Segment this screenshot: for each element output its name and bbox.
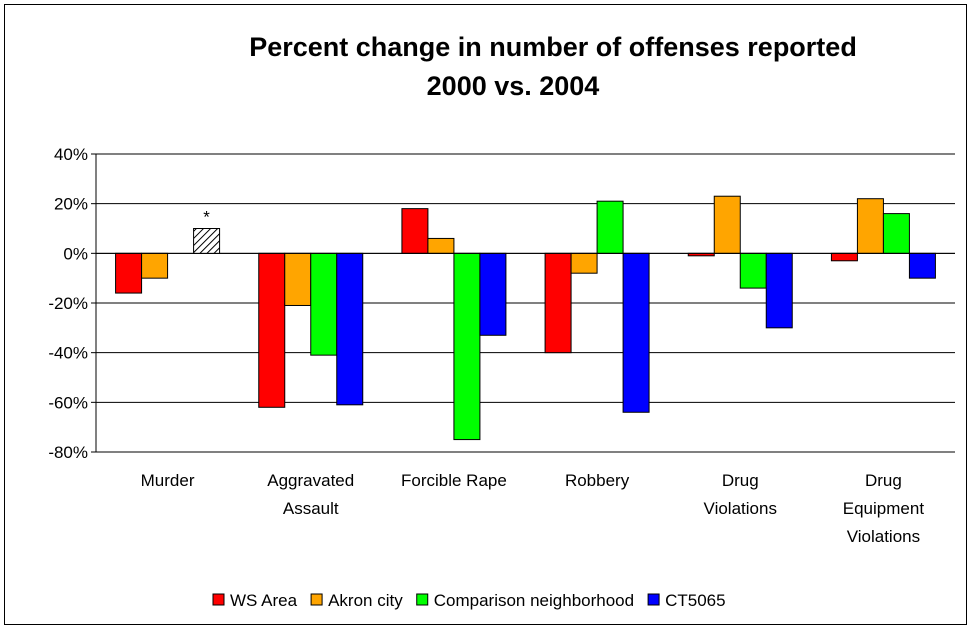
bar-ct5065-1 [336,252,364,406]
y-axis: 40% 20% 0% -20% -40% -60% -80% [48,145,97,462]
chart-title-line-1: Percent change in number of offenses rep… [249,32,857,62]
legend-swatch [310,593,323,606]
legend-label: WS Area [230,591,298,610]
bar-akron-city-3 [570,252,598,274]
category-label: Drug [865,471,902,490]
legend-swatch [212,593,225,606]
legend-label: Comparison neighborhood [434,591,634,610]
bars [96,195,955,441]
legend: WS Area Akron city Comparison neighborhood… [212,591,726,610]
bar-ws-area-1 [258,252,286,408]
category-label: Aggravated [267,471,354,490]
y-tick-label: 40% [54,145,88,164]
annotation-asterisk: * [203,208,210,227]
category-label: Violations [704,499,777,518]
category-label: Assault [283,499,339,518]
bar-akron-city-1 [284,252,312,306]
bar-comparison-neighborhood-1 [310,252,338,356]
y-tick-label: 20% [54,195,88,214]
bar-comparison-neighborhood-3 [596,200,624,254]
category-label: Forcible Rape [401,471,507,490]
bar-comparison-neighborhood-4 [739,252,767,289]
bar-comparison-neighborhood-2 [453,252,481,441]
annotation: * [193,208,221,254]
bar-akron-city-4 [713,195,741,254]
category-label: Murder [141,471,195,490]
bar-akron-city-0 [141,252,169,279]
legend-label: CT5065 [665,591,725,610]
legend-label: Akron city [328,591,403,610]
grid-lines [96,153,955,453]
bar-ws-area-0 [115,252,143,294]
y-tick-label: 0% [63,244,88,263]
bar-ct5065-4 [765,252,793,329]
y-tick-label: -80% [48,443,88,462]
annotation-hatched-bar [193,228,221,254]
bar-ct5065-2 [479,252,507,336]
legend-swatch [416,593,429,606]
category-label: Equipment [843,499,925,518]
bar-ct5065-5 [908,252,936,279]
y-tick-label: -40% [48,344,88,363]
bar-akron-city-5 [856,198,884,254]
bar-ws-area-3 [544,252,572,354]
bar-comparison-neighborhood-5 [882,213,910,254]
bar-ws-area-2 [401,208,429,254]
y-tick-label: -60% [48,393,88,412]
category-labels: Murder Aggravated Assault Forcible Rape Robb… [141,471,925,546]
chart-title-line-2: 2000 vs. 2004 [427,71,600,101]
bar-ct5065-3 [622,252,650,413]
bar-akron-city-2 [427,237,455,254]
bar-ws-area-5 [830,252,858,262]
category-label: Drug [722,471,759,490]
y-tick-label: -20% [48,294,88,313]
legend-swatch [647,593,660,606]
category-label: Robbery [565,471,630,490]
category-label: Violations [847,527,920,546]
